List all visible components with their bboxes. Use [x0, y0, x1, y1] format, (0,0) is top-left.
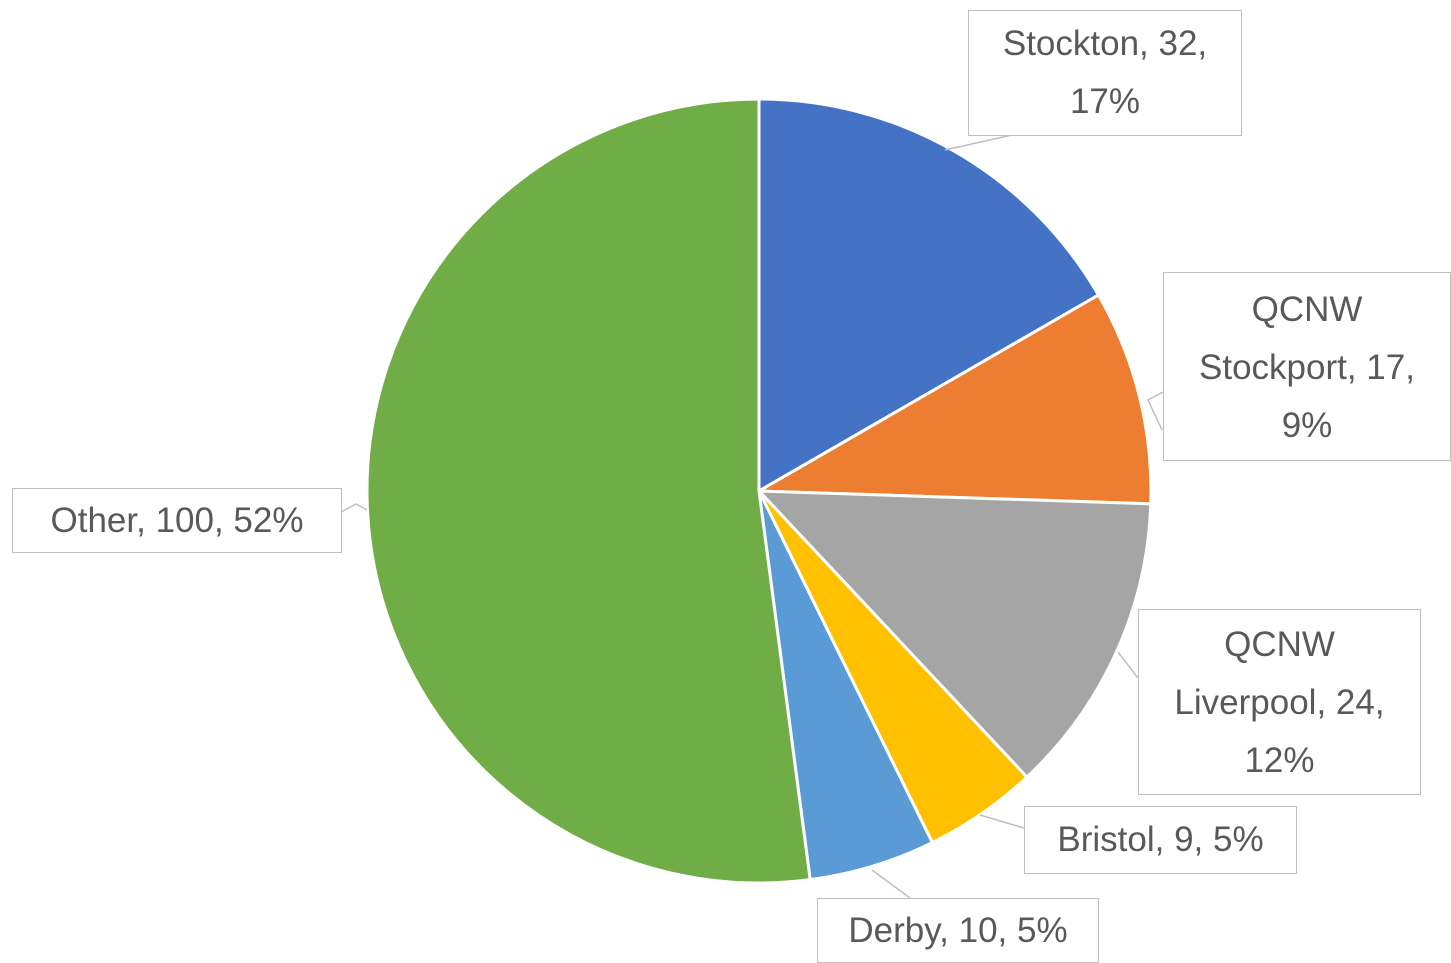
data-label: QCNW Liverpool, 24, 12%	[1138, 609, 1421, 795]
leader-line	[340, 503, 368, 513]
pie-slice	[365, 97, 812, 885]
leader-line	[1147, 391, 1164, 431]
data-label: Bristol, 9, 5%	[1024, 806, 1297, 874]
pie-slice	[757, 97, 1100, 493]
pie-slice	[757, 293, 1153, 506]
slices	[365, 97, 1153, 885]
data-label: Other, 100, 52%	[12, 488, 342, 553]
leader-line	[944, 134, 1013, 151]
leader-line	[1117, 651, 1139, 679]
data-label: QCNW Stockport, 17, 9%	[1163, 272, 1451, 461]
pie-slice	[757, 489, 1153, 779]
data-label: Derby, 10, 5%	[817, 898, 1099, 963]
data-label: Stockton, 32, 17%	[968, 10, 1242, 136]
leader-line	[979, 814, 1025, 829]
leader-line	[871, 869, 911, 899]
